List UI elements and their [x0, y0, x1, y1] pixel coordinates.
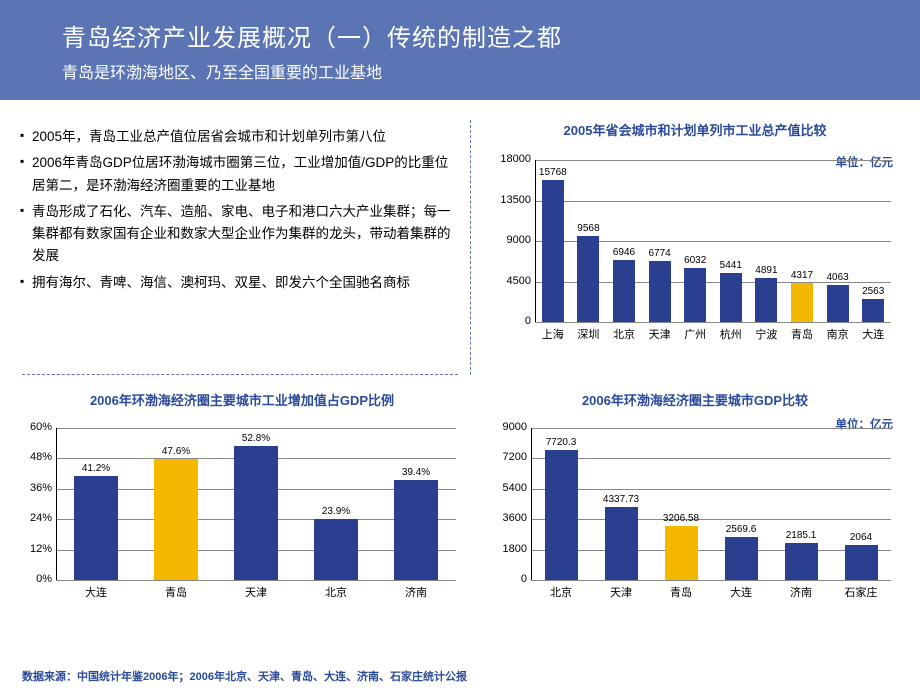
bar	[542, 180, 564, 322]
bar-value-label: 23.9%	[311, 506, 361, 517]
category-label: 大连	[855, 326, 891, 342]
bar-value-label: 4337.73	[596, 494, 646, 505]
y-axis-label: 48%	[30, 451, 52, 463]
category-label: 济南	[376, 584, 456, 600]
category-label: 济南	[771, 584, 831, 600]
chart-gdp-compare: 2006年环渤海经济圈主要城市GDP比较 单位：亿元 0180036005400…	[495, 390, 895, 624]
category-label: 南京	[820, 326, 856, 342]
chart3-title: 2006年环渤海经济圈主要城市GDP比较	[495, 390, 895, 409]
bar-value-label: 2185.1	[776, 530, 826, 541]
y-axis-label: 7200	[503, 451, 527, 463]
bar-value-label: 7720.3	[536, 437, 586, 448]
category-label: 青岛	[784, 326, 820, 342]
divider-horizontal	[22, 374, 458, 375]
chart-industrial-output: 2005年省会城市和计划单列市工业总产值比较 单位：亿元 04500900013…	[495, 120, 895, 368]
bar	[845, 545, 878, 580]
bar-value-label: 2569.6	[716, 524, 766, 535]
bar-value-label: 39.4%	[391, 467, 441, 478]
bar	[785, 543, 818, 580]
category-label: 青岛	[651, 584, 711, 600]
bar	[791, 283, 813, 322]
y-axis-label: 0%	[36, 573, 52, 585]
y-axis-label: 3600	[503, 512, 527, 524]
category-label: 大连	[56, 584, 136, 600]
category-label: 天津	[216, 584, 296, 600]
y-axis-label: 4500	[507, 275, 531, 287]
category-label: 北京	[606, 326, 642, 342]
bar-value-label: 52.8%	[231, 433, 281, 444]
y-axis-label: 9000	[507, 234, 531, 246]
bar	[665, 526, 698, 580]
bullet-item: 青岛形成了石化、汽车、造船、家电、电子和港口六大产业集群；每一集群都有数家国有企…	[22, 201, 460, 268]
bullet-item: 2006年青岛GDP位居环渤海城市圈第三位，工业增加值/GDP的比重位居第二，是…	[22, 152, 460, 197]
y-axis-label: 18000	[500, 153, 531, 165]
bar-value-label: 2563	[848, 286, 898, 297]
bar	[720, 273, 742, 322]
category-label: 宁波	[749, 326, 785, 342]
bar	[725, 537, 758, 580]
bar-value-label: 41.2%	[71, 463, 121, 474]
y-axis-label: 1800	[503, 543, 527, 555]
bar-value-label: 15768	[528, 167, 578, 178]
bar	[755, 278, 777, 322]
bar	[605, 507, 638, 580]
bar	[649, 261, 671, 322]
data-source: 数据来源：中国统计年鉴2006年；2006年北京、天津、青岛、大连、济南、石家庄…	[22, 668, 467, 684]
chart1-title: 2005年省会城市和计划单列市工业总产值比较	[495, 120, 895, 139]
y-axis-label: 5400	[503, 482, 527, 494]
category-label: 深圳	[571, 326, 607, 342]
y-axis-label: 12%	[30, 543, 52, 555]
bullet-block: 2005年，青岛工业总产值位居省会城市和计划单列市第八位 2006年青岛GDP位居…	[22, 126, 460, 298]
bar-value-label: 47.6%	[151, 446, 201, 457]
slide-title: 青岛经济产业发展概况（一）传统的制造之都	[62, 18, 920, 53]
y-axis-label: 9000	[503, 421, 527, 433]
bullet-item: 拥有海尔、青啤、海信、澳柯玛、双星、即发六个全国驰名商标	[22, 272, 460, 294]
bar-value-label: 4063	[813, 272, 863, 283]
bar-value-label: 3206.58	[656, 513, 706, 524]
category-label: 上海	[535, 326, 571, 342]
bar	[545, 450, 578, 580]
slide-header: 青岛经济产业发展概况（一）传统的制造之都 青岛是环渤海地区、乃至全国重要的工业基…	[0, 0, 920, 100]
category-label: 杭州	[713, 326, 749, 342]
bar-value-label: 9568	[563, 223, 613, 234]
category-label: 石家庄	[831, 584, 891, 600]
bar	[154, 459, 198, 580]
category-label: 天津	[642, 326, 678, 342]
y-axis-label: 36%	[30, 482, 52, 494]
bar	[234, 446, 278, 580]
category-label: 北京	[296, 584, 376, 600]
category-label: 北京	[531, 584, 591, 600]
bar-value-label: 2064	[836, 532, 886, 543]
category-label: 天津	[591, 584, 651, 600]
slide-content: 2005年，青岛工业总产值位居省会城市和计划单列市第八位 2006年青岛GDP位居…	[0, 100, 920, 690]
bar	[577, 236, 599, 322]
divider-vertical	[470, 120, 471, 375]
category-label: 大连	[711, 584, 771, 600]
y-axis-label: 60%	[30, 421, 52, 433]
y-axis-label: 13500	[500, 194, 531, 206]
bar	[862, 299, 884, 322]
bar	[314, 519, 358, 580]
bar	[613, 260, 635, 323]
chart2-title: 2006年环渤海经济圈主要城市工业增加值占GDP比例	[22, 390, 462, 409]
y-axis-label: 0	[521, 573, 527, 585]
y-axis-label: 0	[525, 315, 531, 327]
category-label: 广州	[677, 326, 713, 342]
bar	[394, 480, 438, 580]
bullet-item: 2005年，青岛工业总产值位居省会城市和计划单列市第八位	[22, 126, 460, 148]
chart-gdp-ratio: 2006年环渤海经济圈主要城市工业增加值占GDP比例 0% 12% 24% 36% 48…	[22, 390, 462, 624]
bar	[827, 285, 849, 322]
category-label: 青岛	[136, 584, 216, 600]
y-axis-label: 24%	[30, 512, 52, 524]
slide-subtitle: 青岛是环渤海地区、乃至全国重要的工业基地	[62, 59, 920, 83]
bar	[684, 268, 706, 322]
bar	[74, 476, 118, 580]
